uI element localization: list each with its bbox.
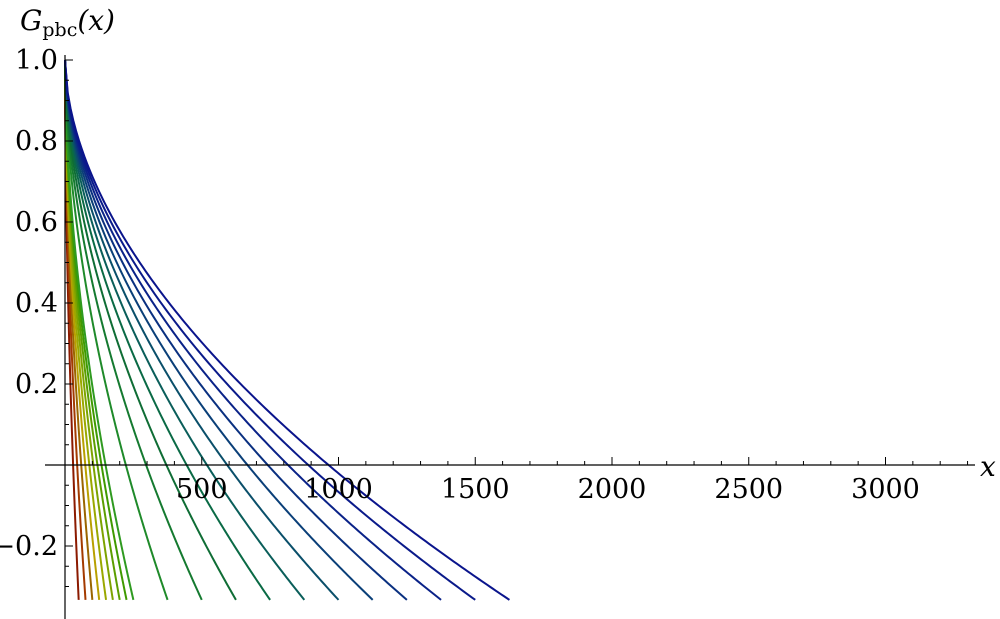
series-line [64,59,237,601]
series-line [64,59,340,601]
series-line [64,59,114,601]
axes-group [45,55,975,619]
series-line [64,59,374,601]
x-tick-label: 500 [176,474,228,505]
series-line [64,59,476,601]
ticks-group: 500 1000 1500 2000 2500 3000 −0.2 0.2 0.4 0.6 0.8 1… [0,45,969,587]
y-tick-label: 0.4 [15,288,58,319]
y-tick-label: 0.6 [15,207,58,238]
y-axis-title: Gpbc(x) [20,4,115,41]
series-line [64,59,408,601]
x-tick-label: 2500 [714,474,783,505]
y-tick-label: −0.2 [0,531,58,562]
y-tick-label: 1.0 [15,45,58,76]
series-line [64,59,80,600]
series-line [64,59,135,601]
series-line [64,59,94,600]
y-tick-label: 0.8 [15,126,58,157]
series-line [64,59,121,601]
curves-group [64,59,510,601]
series-line [64,59,169,601]
x-tick-label: 1000 [304,474,373,505]
series-line [64,59,128,601]
x-tick-label: 2000 [578,474,647,505]
y-tick-label: 0.2 [15,369,58,400]
series-line [64,59,203,601]
series-line [64,59,101,600]
y-axis-title-subscript: pbc [42,19,77,41]
series-line [64,59,306,601]
series-line [64,59,442,601]
series-line [64,59,87,600]
series-line [64,59,510,601]
x-tick-label: 1500 [441,474,510,505]
series-line [64,59,271,601]
series-line [64,59,108,601]
y-axis-title-argument: (x) [77,4,115,37]
x-tick-label: 3000 [851,474,920,505]
x-axis-title: x [980,450,996,483]
y-axis-title-main: G [20,4,42,37]
